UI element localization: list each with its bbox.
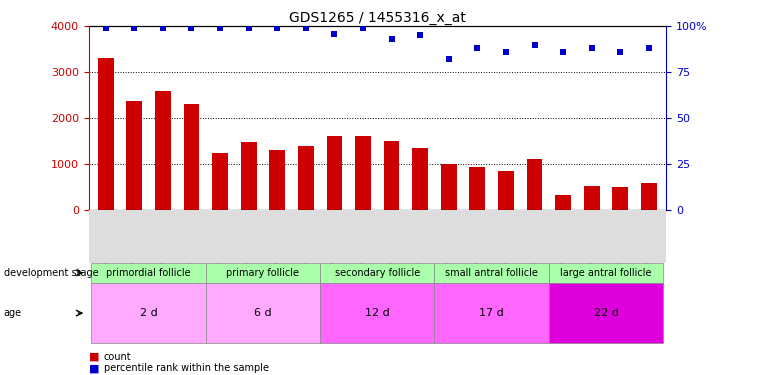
Point xyxy=(157,25,169,31)
Text: small antral follicle: small antral follicle xyxy=(445,268,538,278)
Point xyxy=(528,42,541,48)
Text: 17 d: 17 d xyxy=(479,308,504,318)
Point xyxy=(128,25,140,31)
Bar xyxy=(98,58,113,210)
Text: ■: ■ xyxy=(89,352,99,362)
Point xyxy=(214,25,226,31)
Bar xyxy=(641,183,657,210)
Bar xyxy=(155,91,171,210)
Bar xyxy=(355,136,371,210)
Bar xyxy=(527,159,542,210)
Point xyxy=(585,45,598,51)
Text: 12 d: 12 d xyxy=(365,308,390,318)
Point xyxy=(99,25,112,31)
Bar xyxy=(441,164,457,210)
Text: secondary follicle: secondary follicle xyxy=(335,268,420,278)
Text: ■: ■ xyxy=(89,363,99,373)
Bar xyxy=(298,146,313,210)
Point xyxy=(186,25,198,31)
Point xyxy=(471,45,484,51)
Bar xyxy=(470,167,485,210)
Text: primordial follicle: primordial follicle xyxy=(106,268,191,278)
Bar xyxy=(213,153,228,210)
Point xyxy=(386,36,398,42)
Text: age: age xyxy=(4,308,22,318)
Bar xyxy=(612,187,628,210)
Text: primary follicle: primary follicle xyxy=(226,268,300,278)
Point xyxy=(243,25,255,31)
Bar xyxy=(183,104,199,210)
Bar xyxy=(383,141,400,210)
Point xyxy=(557,49,569,55)
Title: GDS1265 / 1455316_x_at: GDS1265 / 1455316_x_at xyxy=(289,11,466,25)
Bar xyxy=(241,142,256,210)
Point xyxy=(643,45,655,51)
Point xyxy=(614,49,627,55)
Point xyxy=(328,31,340,37)
Bar xyxy=(412,147,428,210)
Text: count: count xyxy=(104,352,132,362)
Point xyxy=(414,33,427,39)
Bar xyxy=(584,186,600,210)
Text: 6 d: 6 d xyxy=(254,308,272,318)
Text: 22 d: 22 d xyxy=(594,308,618,318)
Point xyxy=(500,49,512,55)
Text: large antral follicle: large antral follicle xyxy=(561,268,651,278)
Bar xyxy=(126,101,142,210)
Bar xyxy=(555,195,571,210)
Point xyxy=(271,25,283,31)
Bar xyxy=(498,171,514,210)
Bar xyxy=(270,150,285,210)
Text: development stage: development stage xyxy=(4,268,99,278)
Point xyxy=(300,25,312,31)
Bar xyxy=(326,136,343,210)
Point xyxy=(443,56,455,62)
Text: percentile rank within the sample: percentile rank within the sample xyxy=(104,363,269,373)
Text: 2 d: 2 d xyxy=(139,308,157,318)
Point xyxy=(357,25,369,31)
